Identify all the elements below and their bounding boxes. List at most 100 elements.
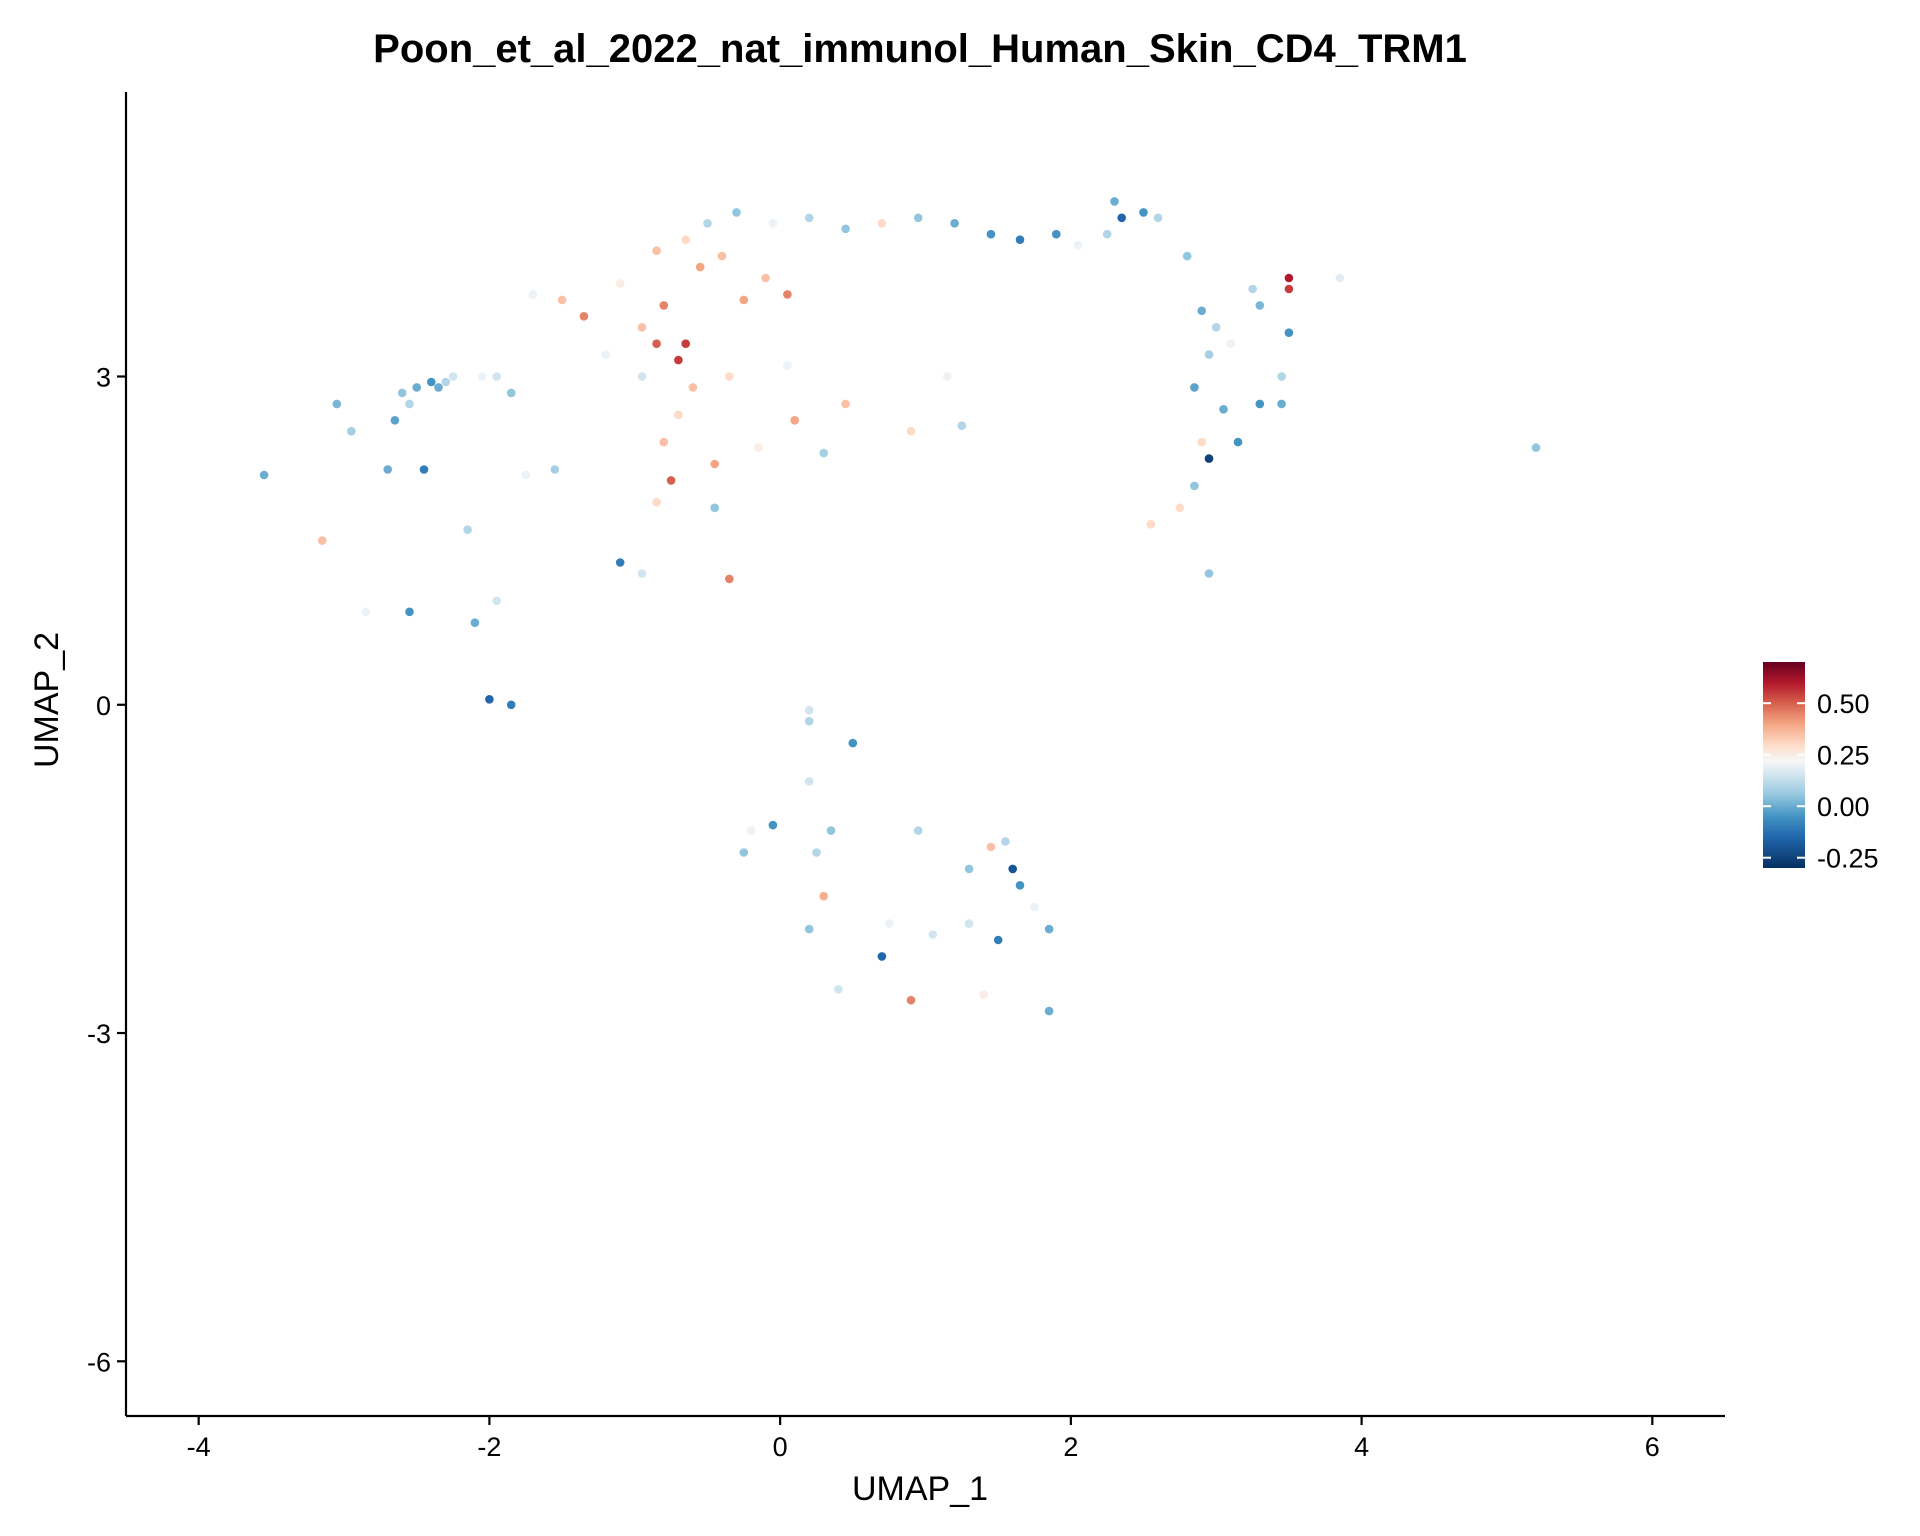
scatter-point xyxy=(1248,284,1257,294)
scatter-point xyxy=(434,383,443,392)
scatter-point xyxy=(1030,902,1039,912)
scatter-point xyxy=(521,470,531,480)
scatter-point xyxy=(964,919,974,928)
scatter-point xyxy=(826,826,836,835)
scatter-point xyxy=(1197,437,1206,447)
scatter-point xyxy=(390,416,400,425)
scatter-point xyxy=(1204,454,1214,463)
color-legend: -0.25 0.00 0.25 0.50 xyxy=(1763,662,1879,874)
scatter-point xyxy=(1211,323,1221,332)
scatter-point xyxy=(528,290,538,299)
scatter-point xyxy=(652,498,661,507)
scatter-point xyxy=(1219,405,1228,414)
scatter-point xyxy=(637,569,647,578)
scatter-point xyxy=(819,891,828,901)
scatter-point xyxy=(768,820,778,830)
scatter-point xyxy=(1277,372,1286,381)
scatter-point xyxy=(550,465,560,474)
scatter-point xyxy=(1008,864,1017,874)
chart-title: Poon_et_al_2022_nat_immunol_Human_Skin_C… xyxy=(373,27,1467,71)
scatter-point xyxy=(441,377,451,387)
scatter-point xyxy=(601,350,610,359)
scatter-point xyxy=(1073,240,1083,250)
scatter-point xyxy=(615,558,625,567)
scatter-point xyxy=(783,290,792,299)
scatter-point xyxy=(1015,881,1025,890)
x-tick-label: -2 xyxy=(477,1432,501,1462)
scatter-point xyxy=(986,842,996,852)
scatter-point xyxy=(732,208,741,217)
scatter-point xyxy=(1102,229,1112,239)
scatter-point xyxy=(1015,235,1025,244)
scatter-point xyxy=(419,465,429,474)
scatter-point xyxy=(485,695,494,704)
scatter-point xyxy=(1110,197,1119,206)
colorbar-gradient xyxy=(1763,662,1805,868)
scatter-point xyxy=(666,476,676,485)
scatter-point xyxy=(725,372,734,381)
scatter-point xyxy=(754,443,763,452)
scatter-point xyxy=(834,985,843,994)
scatter-point xyxy=(1277,399,1286,409)
scatter-point xyxy=(717,251,727,261)
scatter-point xyxy=(1204,569,1214,578)
scatter-point xyxy=(739,848,749,857)
x-tick-label: 0 xyxy=(773,1432,788,1462)
scatter-point xyxy=(463,525,472,534)
colorbar-tick-label: -0.25 xyxy=(1817,844,1879,874)
scatter-point xyxy=(506,388,516,398)
scatter-point xyxy=(506,700,516,710)
scatter-point xyxy=(1335,273,1345,283)
colorbar-tick-label: 0.25 xyxy=(1817,741,1870,771)
scatter-point xyxy=(492,372,502,381)
scatter-point xyxy=(841,224,850,234)
x-tick-label: 4 xyxy=(1354,1432,1369,1462)
scatter-point xyxy=(1284,284,1294,294)
scatter-point xyxy=(1190,383,1199,392)
scatter-point xyxy=(637,323,647,332)
scatter-point xyxy=(804,716,814,726)
x-tick-label: 2 xyxy=(1063,1432,1078,1462)
scatter-point xyxy=(332,399,342,409)
scatter-point xyxy=(615,279,625,288)
scatter-point xyxy=(1044,1006,1054,1016)
scatter-point xyxy=(1153,213,1163,223)
scatter-point xyxy=(652,339,661,349)
colorbar-tick-label: 0.50 xyxy=(1817,689,1870,719)
scatter-point xyxy=(1204,350,1214,359)
colorbar-tick-label: 0.00 xyxy=(1817,792,1870,822)
scatter-point xyxy=(993,935,1003,945)
scatter-point xyxy=(710,503,719,513)
scatter-point xyxy=(906,995,916,1005)
scatter-point xyxy=(1284,328,1294,338)
scatter-point xyxy=(681,235,690,244)
scatter-point xyxy=(790,416,799,425)
scatter-point xyxy=(659,301,669,310)
scatter-point xyxy=(943,372,952,381)
scatter-point xyxy=(783,361,792,370)
scatter-point xyxy=(448,372,458,381)
scatter-point xyxy=(804,213,814,223)
scatter-point xyxy=(412,383,422,392)
scatter-point xyxy=(1117,213,1126,223)
scatter-point xyxy=(1146,519,1156,529)
scatter-point xyxy=(848,738,858,748)
scatter-point xyxy=(557,295,567,305)
scatter-point xyxy=(1226,339,1236,349)
scatter-point xyxy=(957,421,967,431)
scatter-point xyxy=(361,607,371,617)
scatter-point xyxy=(703,219,712,228)
scatter-point xyxy=(804,705,814,715)
scatter-point xyxy=(405,399,414,409)
scatter-point xyxy=(317,536,327,545)
scatter-point xyxy=(1255,301,1265,310)
scatter-point xyxy=(1531,443,1541,452)
scatter-point xyxy=(1044,924,1054,934)
scatter-point xyxy=(1197,306,1206,316)
scatter-point xyxy=(477,372,487,381)
scatter-point xyxy=(819,448,828,458)
scatter-point xyxy=(1182,251,1192,261)
y-tick-label: 3 xyxy=(96,362,111,392)
scatter-point xyxy=(347,426,356,436)
